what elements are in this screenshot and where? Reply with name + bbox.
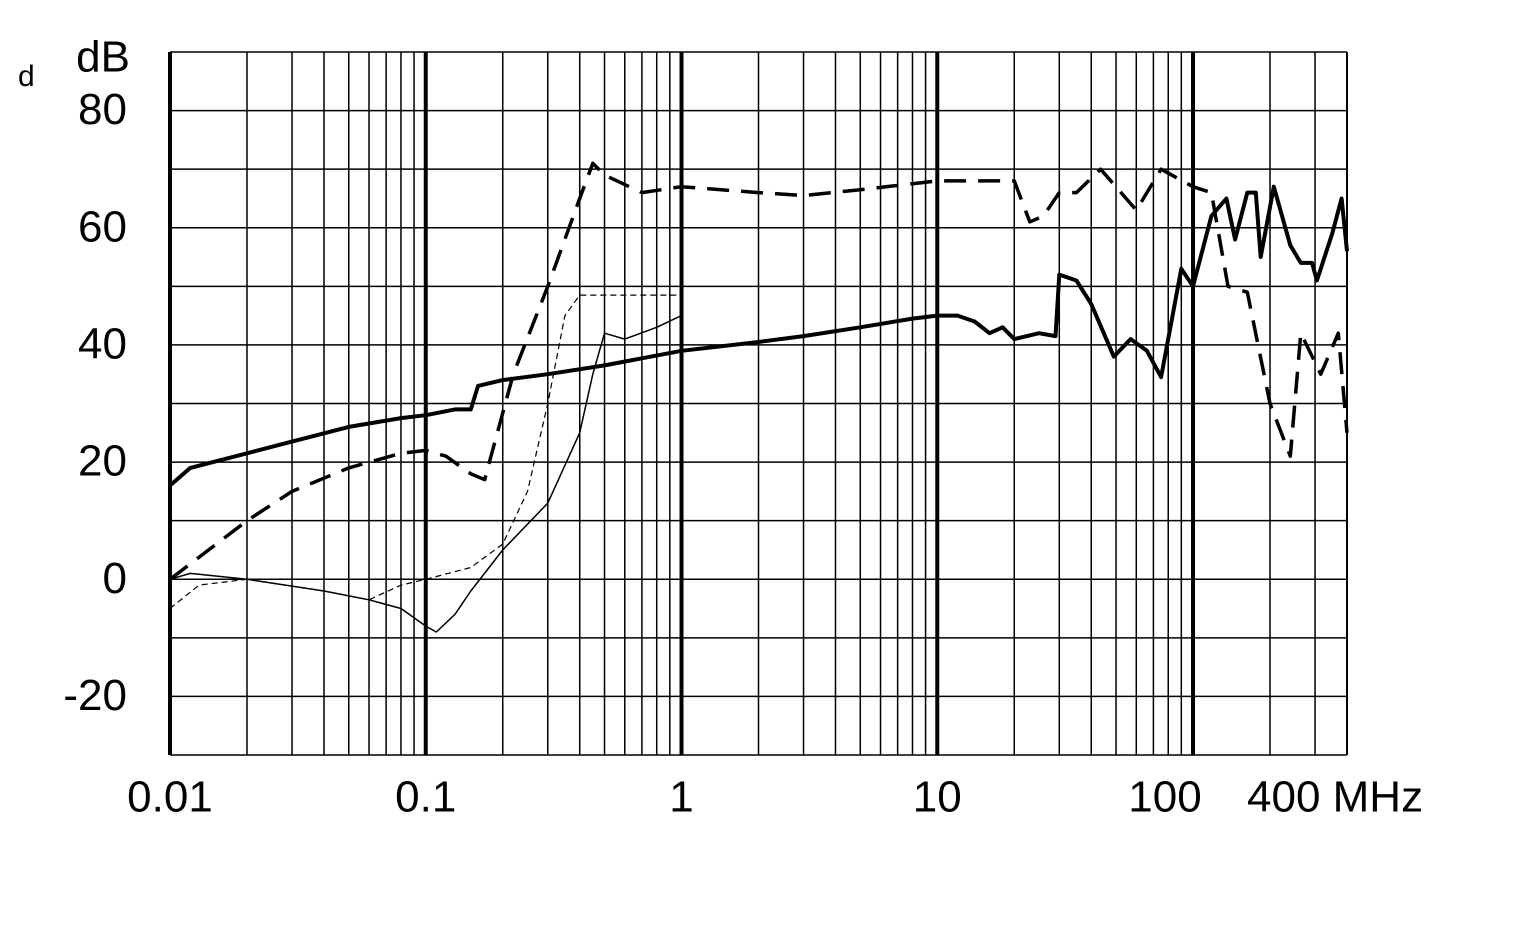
y-tick-label: 60 <box>78 202 127 251</box>
x-tick-label: 400 MHz <box>1247 773 1423 822</box>
corner-text: d <box>18 60 35 93</box>
x-tick-label: 1 <box>669 773 693 822</box>
y-tick-label: 0 <box>103 554 127 603</box>
y-tick-label: 20 <box>78 437 127 486</box>
y-tick-label: -20 <box>63 671 127 720</box>
data-line <box>169 294 682 609</box>
x-tick-label: 100 <box>1128 773 1201 822</box>
data-line <box>168 184 1349 488</box>
x-tick-label: 0.1 <box>395 773 456 822</box>
data-line <box>168 161 1349 581</box>
y-tick-label: 40 <box>78 320 127 369</box>
x-tick-label: 10 <box>913 773 962 822</box>
y-tick-label: 80 <box>78 85 127 134</box>
x-tick-label: 0.01 <box>127 773 213 822</box>
y-axis-label: dB <box>76 33 130 82</box>
